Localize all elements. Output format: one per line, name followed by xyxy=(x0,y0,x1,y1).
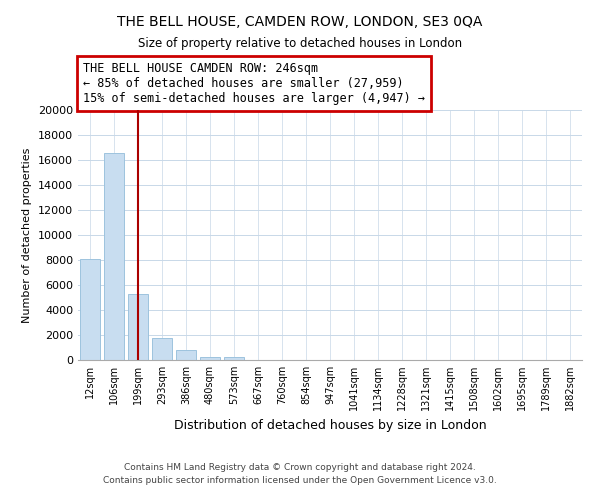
Text: Contains public sector information licensed under the Open Government Licence v3: Contains public sector information licen… xyxy=(103,476,497,485)
Bar xyxy=(104,152,124,360)
Text: THE BELL HOUSE CAMDEN ROW: 246sqm
← 85% of detached houses are smaller (27,959)
: THE BELL HOUSE CAMDEN ROW: 246sqm ← 85% … xyxy=(83,62,425,105)
Bar xyxy=(224,357,244,360)
Text: Contains HM Land Registry data © Crown copyright and database right 2024.: Contains HM Land Registry data © Crown c… xyxy=(124,462,476,471)
Text: Size of property relative to detached houses in London: Size of property relative to detached ho… xyxy=(138,38,462,51)
X-axis label: Distribution of detached houses by size in London: Distribution of detached houses by size … xyxy=(173,418,487,432)
Bar xyxy=(176,350,196,360)
Text: THE BELL HOUSE, CAMDEN ROW, LONDON, SE3 0QA: THE BELL HOUSE, CAMDEN ROW, LONDON, SE3 … xyxy=(118,15,482,29)
Bar xyxy=(152,338,172,360)
Bar xyxy=(80,259,100,360)
Y-axis label: Number of detached properties: Number of detached properties xyxy=(22,148,32,322)
Bar xyxy=(128,294,148,360)
Bar xyxy=(200,356,220,360)
